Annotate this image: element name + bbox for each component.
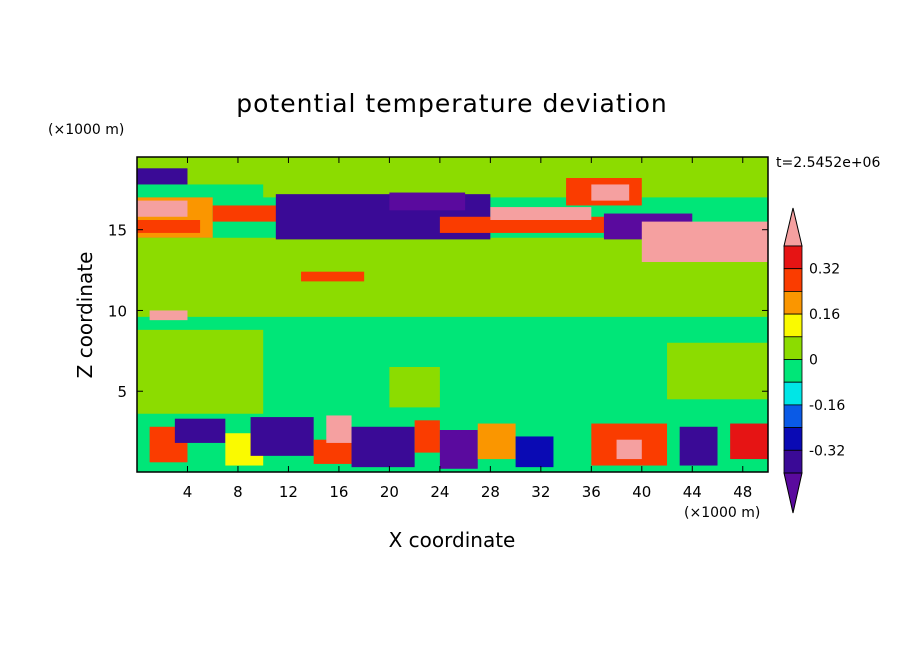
chart-title: potential temperature deviation	[236, 89, 667, 118]
field-region-33	[477, 423, 516, 460]
colorbar-bin	[783, 290, 803, 315]
x-tick-label: 36	[582, 483, 601, 501]
field-region-25	[174, 418, 226, 443]
y-tick-label: 5	[117, 383, 127, 401]
field-region-11	[137, 220, 201, 233]
x-tick-label: 20	[380, 483, 399, 501]
colorbar-bin	[783, 313, 803, 338]
colorbar-tick-label: 0.32	[809, 262, 840, 278]
colorbar-bin	[783, 427, 803, 451]
colorbar-bin	[783, 404, 803, 428]
x-axis-ticks: 4 8 12 16 20 24 28 32 36 40 44 48	[183, 157, 752, 501]
colorbar-bin	[783, 245, 803, 270]
colorbar-bin	[783, 449, 803, 474]
x-tick-label: 4	[183, 483, 193, 501]
field-region-38	[730, 423, 768, 460]
field-region-29	[326, 415, 352, 443]
field-region-37	[679, 426, 718, 466]
field-region-4	[137, 316, 768, 324]
field-region-22	[149, 310, 188, 321]
field-region-2	[263, 157, 768, 198]
x-axis-label: X coordinate	[389, 528, 516, 552]
x-tick-label: 44	[683, 483, 702, 501]
y-axis-unit: (×1000 m)	[48, 122, 124, 138]
x-axis-unit: (×1000 m)	[684, 505, 760, 521]
field-region-30	[351, 426, 415, 468]
field-region-32	[439, 430, 478, 469]
y-axis-label: Z coordinate	[73, 252, 97, 379]
field-region-21	[301, 271, 365, 282]
colorbar-tick-label: -0.32	[809, 443, 845, 459]
colorbar-tick-label: 0	[809, 353, 818, 369]
colorbar-bin	[783, 359, 803, 383]
field-region-15	[439, 216, 617, 233]
field-region-6	[389, 367, 440, 408]
x-tick-label: 8	[233, 483, 243, 501]
colorbar: 0.32 0.16 0 -0.16 -0.32	[783, 207, 845, 514]
colorbar-tick-label: -0.16	[809, 398, 845, 414]
colorbar-bin	[783, 268, 803, 292]
x-tick-label: 24	[430, 483, 449, 501]
heatmap-field	[137, 157, 768, 472]
x-tick-label: 12	[279, 483, 298, 501]
x-tick-label: 48	[733, 483, 752, 501]
field-region-7	[667, 342, 768, 400]
x-tick-label: 16	[329, 483, 348, 501]
colorbar-tick-label: 0.16	[809, 307, 840, 323]
field-region-36	[616, 439, 642, 460]
x-tick-label: 40	[632, 483, 651, 501]
colorbar-bin	[783, 381, 803, 406]
x-tick-label: 32	[531, 483, 550, 501]
y-axis-ticks: 5 10 15	[108, 222, 768, 401]
field-region-18	[591, 184, 630, 201]
x-tick-label: 28	[481, 483, 500, 501]
y-tick-label: 15	[108, 222, 127, 240]
field-region-27	[250, 417, 314, 456]
time-label: t=2.5452e+06	[776, 155, 880, 171]
field-region-12	[212, 205, 289, 222]
field-region-20	[641, 221, 768, 262]
field-region-5	[137, 329, 264, 414]
field-region-8	[137, 168, 188, 185]
colorbar-top-arrow	[783, 207, 803, 247]
field-region-34	[515, 436, 554, 468]
field-region-10	[137, 200, 188, 217]
field-region-28	[313, 439, 352, 464]
y-tick-label: 10	[108, 302, 127, 320]
colorbar-bottom-arrow	[783, 472, 803, 514]
field-region-31	[414, 420, 440, 453]
field-region-14	[389, 192, 466, 211]
colorbar-bin	[783, 336, 803, 360]
field-region-16	[490, 207, 592, 220]
plot-frame	[136, 156, 769, 473]
